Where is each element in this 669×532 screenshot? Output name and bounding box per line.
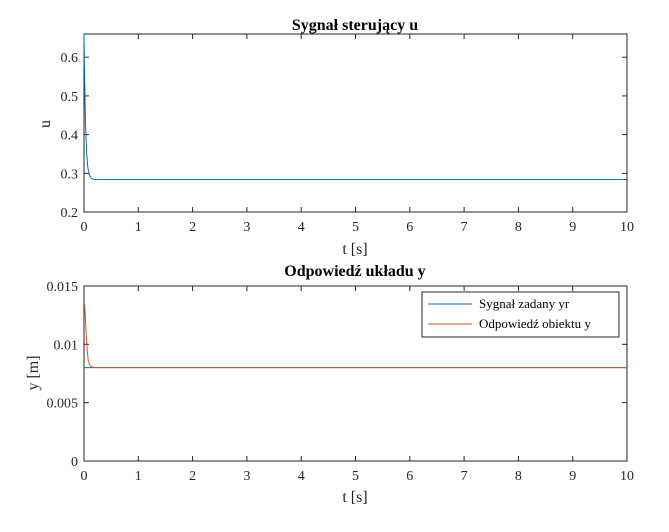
x-tick-label: 9: [569, 220, 576, 235]
x-tick-label: 2: [189, 220, 196, 235]
legend-entry: Sygnał zadany yr: [479, 296, 570, 311]
x-tick-label: 10: [620, 220, 634, 235]
x-tick-label: 2: [189, 469, 196, 484]
y-tick-label: 0: [71, 455, 78, 470]
x-tick-label: 8: [515, 220, 522, 235]
chart-title: Odpowiedź układu y: [284, 263, 425, 280]
legend: Sygnał zadany yr Odpowiedź obiektu y: [421, 291, 620, 338]
x-tick-label: 10: [620, 469, 634, 484]
x-tick-label: 1: [135, 469, 142, 484]
x-axis-label: t [s]: [342, 489, 367, 506]
plot-area: [83, 33, 628, 213]
x-axis-label: t [s]: [342, 241, 367, 258]
y-tick-label: 0.01: [54, 338, 79, 353]
legend-entry: Odpowiedź obiektu y: [479, 316, 591, 331]
y-tick-label: 0.6: [61, 51, 79, 66]
x-tick-label: 3: [243, 220, 250, 235]
x-tick-label: 3: [243, 469, 250, 484]
x-tick-label: 1: [135, 220, 142, 235]
x-tick-label: 7: [461, 220, 468, 235]
y-axis-label: u: [37, 120, 54, 128]
x-tick-label: 8: [515, 469, 522, 484]
subplot-system-response: Odpowiedź układu y t [s] y [m] 0 1 2 3 4 5 6 7 8…: [25, 263, 634, 506]
subplot-control-signal: Sygnał sterujący u t [s] u 0 1 2 3 4 5 6 7 8 9 10 0…: [37, 17, 634, 258]
x-tick-label: 5: [352, 469, 359, 484]
x-tick-label: 6: [406, 220, 413, 235]
x-tick-label: 5: [352, 220, 359, 235]
series-line-1: [83, 303, 627, 369]
x-tick-label: 0: [81, 220, 88, 235]
y-axis-label: y [m]: [25, 355, 42, 390]
y-tick-label: 0.3: [61, 167, 79, 182]
x-tick-label: 0: [81, 469, 88, 484]
x-tick-label: 4: [298, 469, 305, 484]
x-tick-label: 9: [569, 469, 576, 484]
x-tick-label: 7: [461, 469, 468, 484]
series-line-0: [83, 33, 627, 180]
y-tick-label: 0.005: [47, 397, 79, 412]
y-tick-label: 0.2: [61, 206, 79, 221]
x-tick-label: 4: [298, 220, 305, 235]
y-tick-label: 0.015: [47, 280, 79, 295]
y-tick-label: 0.5: [61, 90, 79, 105]
legend-box: [421, 291, 620, 338]
x-tick-label: 6: [406, 469, 413, 484]
chart-title: Sygnał sterujący u: [292, 17, 418, 34]
y-tick-label: 0.4: [61, 129, 79, 144]
